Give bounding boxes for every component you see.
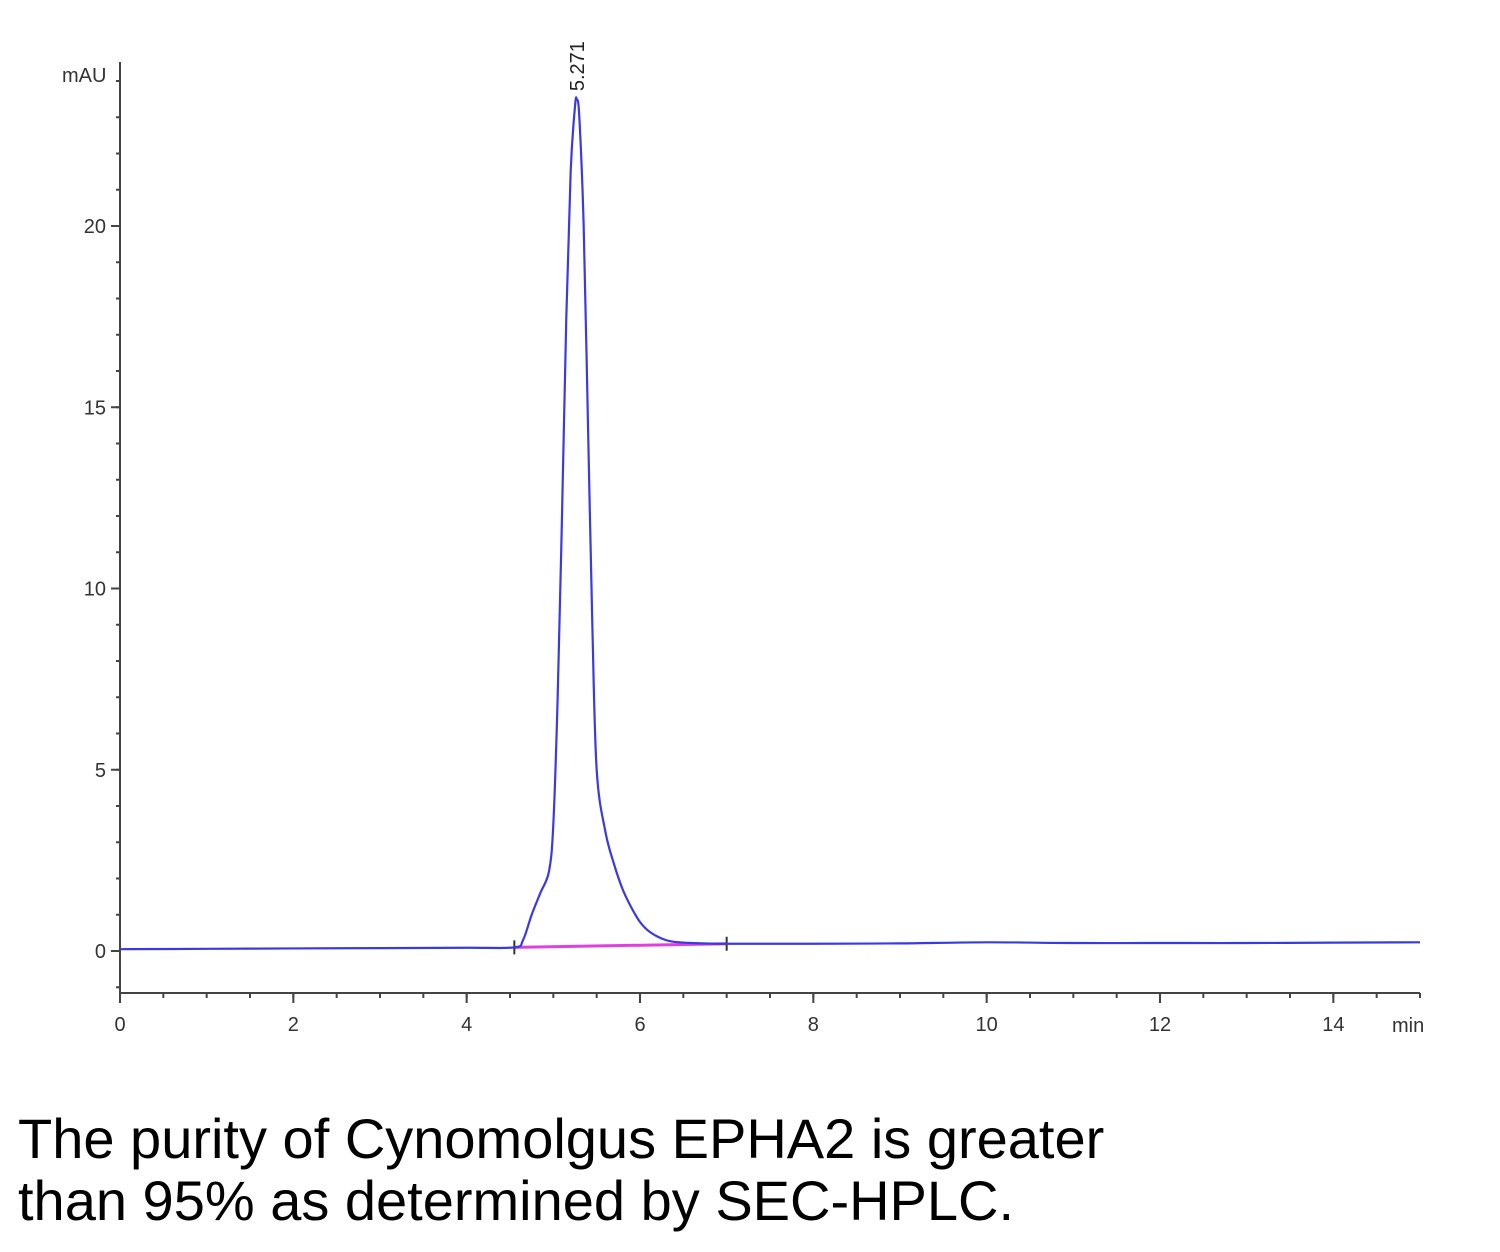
y-tick-label: 20 bbox=[84, 216, 106, 238]
integration-baseline bbox=[514, 942, 727, 949]
caption-line-1: The purity of Cynomolgus EPHA2 is greate… bbox=[18, 1107, 1105, 1170]
x-tick-label: 0 bbox=[114, 1014, 125, 1036]
x-tick-label: 10 bbox=[976, 1014, 998, 1036]
y-tick-label: 0 bbox=[95, 941, 106, 963]
x-tick-label: 14 bbox=[1322, 1014, 1344, 1036]
y-tick-label: 5 bbox=[95, 760, 106, 782]
y-axis-unit-label: mAU bbox=[62, 65, 106, 87]
plot-area: 5.271 bbox=[119, 41, 1421, 955]
peak-retention-label: 5.271 bbox=[567, 41, 589, 91]
x-tick-label: 4 bbox=[461, 1014, 472, 1036]
figure-caption: The purity of Cynomolgus EPHA2 is greate… bbox=[18, 1108, 1318, 1232]
y-axis: 0 5 10 15 20 bbox=[84, 62, 121, 993]
x-tick-label: 8 bbox=[808, 1014, 819, 1036]
caption-line-2: than 95% as determined by SEC-HPLC. bbox=[18, 1169, 1015, 1232]
y-tick-label: 10 bbox=[84, 579, 106, 601]
x-tick-label: 2 bbox=[288, 1014, 299, 1036]
x-axis: 0 2 4 6 8 10 12 14 bbox=[114, 992, 1421, 1036]
chromatogram-trace bbox=[119, 96, 1421, 951]
x-tick-label: 6 bbox=[634, 1014, 645, 1036]
chromatogram-chart: 0 5 10 15 20 0 2 4 6 8 10 12 14 5.271 mAU min bbox=[62, 41, 1424, 1037]
x-tick-label: 12 bbox=[1149, 1014, 1171, 1036]
x-axis-unit-label: min bbox=[1392, 1015, 1424, 1037]
y-tick-label: 15 bbox=[84, 397, 106, 419]
